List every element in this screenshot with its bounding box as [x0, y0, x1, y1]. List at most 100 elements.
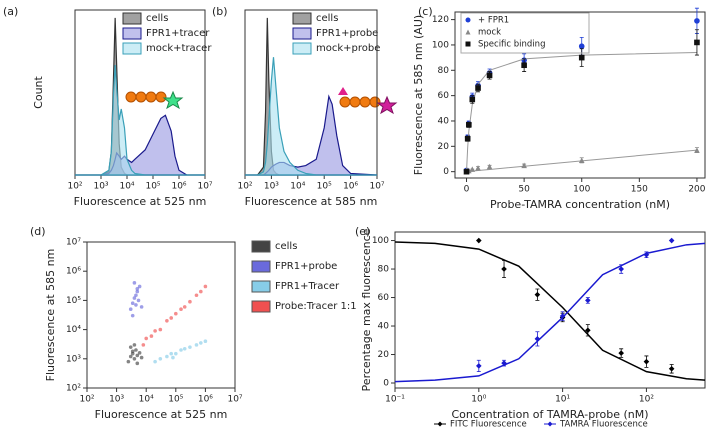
- legend-label: FPR1+probe: [316, 28, 378, 39]
- legend-label: cells: [146, 13, 168, 24]
- y-tick-label: 60: [438, 91, 450, 101]
- legend-marker: [465, 29, 471, 35]
- point: [194, 293, 199, 298]
- point: [137, 284, 142, 289]
- point: [694, 18, 700, 24]
- x-tick-label: 10⁷: [227, 395, 242, 405]
- point: [135, 289, 140, 294]
- x-tick-label: 10⁴: [139, 395, 154, 405]
- point: [475, 85, 481, 91]
- legend-swatch: [292, 12, 312, 25]
- legend-frame: [460, 12, 590, 54]
- x-axis-title: Fluorescence at 525 nm: [74, 195, 207, 208]
- y-tick-label: 10⁶: [66, 267, 81, 277]
- point: [141, 343, 146, 347]
- legend-swatch: [292, 42, 312, 55]
- y-tick-label: 100: [432, 40, 449, 50]
- y-tick-label: 10⁷: [66, 238, 81, 248]
- legend-swatch: [251, 300, 271, 313]
- y-tick-label: 80: [438, 66, 450, 76]
- point: [668, 237, 675, 244]
- legend-label: FPR1+tracer: [146, 28, 210, 39]
- legend-swatch: [251, 240, 271, 253]
- point: [534, 336, 541, 342]
- x-tick-label: 0: [464, 185, 470, 195]
- point: [153, 359, 157, 364]
- point: [135, 361, 140, 366]
- legend-label: cells: [316, 13, 338, 24]
- point: [139, 355, 144, 360]
- point: [132, 343, 137, 347]
- point: [130, 301, 135, 306]
- legend-swatch: [122, 42, 142, 55]
- point: [134, 348, 138, 352]
- point: [521, 162, 527, 169]
- legend-swatch: [122, 27, 142, 40]
- icon: [135, 91, 147, 103]
- legend-swatch: [292, 27, 312, 40]
- legend-label: mock: [478, 28, 501, 38]
- point: [132, 357, 137, 361]
- point: [188, 299, 192, 304]
- plot-frame: [454, 11, 706, 179]
- y-tick-label: 80: [378, 265, 390, 275]
- point: [130, 349, 135, 354]
- point: [578, 157, 585, 164]
- legend-label: Specific binding: [478, 40, 545, 50]
- point: [128, 354, 133, 359]
- legend-label: mock+probe: [316, 43, 380, 54]
- histogram-area: [245, 57, 377, 176]
- point: [153, 329, 157, 333]
- point: [618, 266, 624, 272]
- point: [182, 347, 187, 351]
- x-tick-label: 10⁷: [369, 182, 384, 192]
- legend-label: TAMRA Fluorescence: [559, 420, 648, 430]
- y-tick-label: 10²: [66, 384, 81, 394]
- legend-marker: [465, 41, 471, 47]
- icon: [376, 95, 398, 115]
- point: [199, 289, 203, 294]
- point: [464, 135, 471, 142]
- panel-label: (c): [418, 5, 433, 18]
- y-tick-label: 120: [432, 15, 449, 25]
- icon: [125, 91, 137, 103]
- y-tick-label: 40: [438, 116, 450, 126]
- point: [188, 345, 192, 349]
- point: [203, 339, 208, 344]
- y-axis-title: Count: [32, 75, 45, 108]
- icon: [349, 96, 361, 108]
- point: [475, 165, 481, 171]
- x-axis-title: Concentration of TAMRA-probe (nM): [451, 408, 648, 421]
- icon: [155, 91, 167, 103]
- point: [134, 293, 138, 298]
- point: [559, 313, 566, 319]
- point: [521, 62, 527, 69]
- point: [135, 286, 140, 291]
- x-tick-label: 150: [631, 185, 648, 195]
- icon: [339, 96, 351, 108]
- x-tick-label: 10⁷: [197, 182, 212, 192]
- point: [135, 353, 140, 358]
- point: [463, 168, 470, 175]
- point: [144, 336, 148, 341]
- panel-label: (e): [355, 225, 370, 238]
- point: [130, 313, 135, 318]
- point: [694, 147, 700, 153]
- x-tick-label: 10²: [79, 395, 94, 405]
- x-tick-label: 10⁻¹: [385, 395, 405, 405]
- point: [158, 327, 163, 332]
- legend-marker: [547, 421, 553, 427]
- point: [174, 351, 178, 356]
- legend-label: FPR1+probe: [275, 261, 337, 272]
- y-tick-label: 20: [378, 350, 390, 360]
- point: [501, 360, 507, 366]
- x-tick-label: 200: [688, 185, 705, 195]
- point: [136, 298, 141, 303]
- point: [501, 266, 507, 272]
- point: [171, 355, 175, 360]
- legend-label: + FPR1: [478, 16, 509, 26]
- point: [585, 297, 591, 304]
- y-axis-title: Percentage max fluorescence: [360, 228, 373, 391]
- panel-label: (d): [30, 225, 46, 238]
- plot-frame: [394, 231, 706, 389]
